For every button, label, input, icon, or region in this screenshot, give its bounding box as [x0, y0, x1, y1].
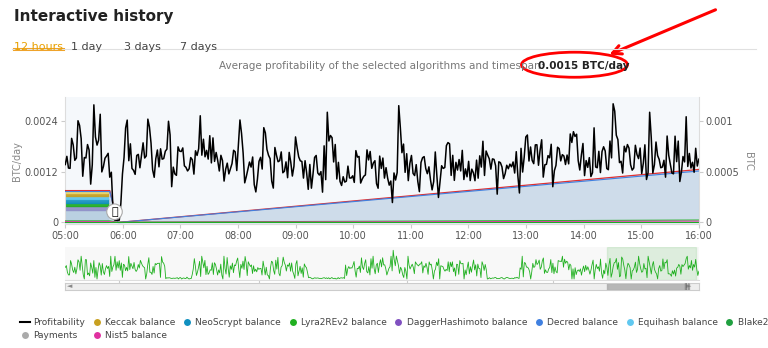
Text: 7 days: 7 days	[180, 42, 217, 52]
Text: ₿: ₿	[111, 207, 118, 217]
Legend: Profitability, Payments, Keccak balance, Nist5 balance, NeoScrypt balance, Lyra2: Profitability, Payments, Keccak balance,…	[16, 315, 768, 343]
Y-axis label: BTC: BTC	[743, 152, 753, 170]
Text: 1 day: 1 day	[71, 42, 102, 52]
Bar	[607, 247, 696, 280]
Text: 12 hours: 12 hours	[14, 42, 63, 52]
Text: ◄: ◄	[67, 283, 72, 290]
Text: Interactive history: Interactive history	[14, 9, 174, 24]
Y-axis label: BTC/day: BTC/day	[12, 141, 22, 181]
Text: 0.0015 BTC/day: 0.0015 BTC/day	[538, 61, 630, 71]
Bar	[607, 283, 690, 290]
Text: Average profitability of the selected algorithms and timespan:: Average profitability of the selected al…	[219, 61, 545, 71]
Text: 3 days: 3 days	[124, 42, 161, 52]
Text: ►: ►	[686, 283, 691, 290]
Text: |||: |||	[683, 283, 690, 290]
